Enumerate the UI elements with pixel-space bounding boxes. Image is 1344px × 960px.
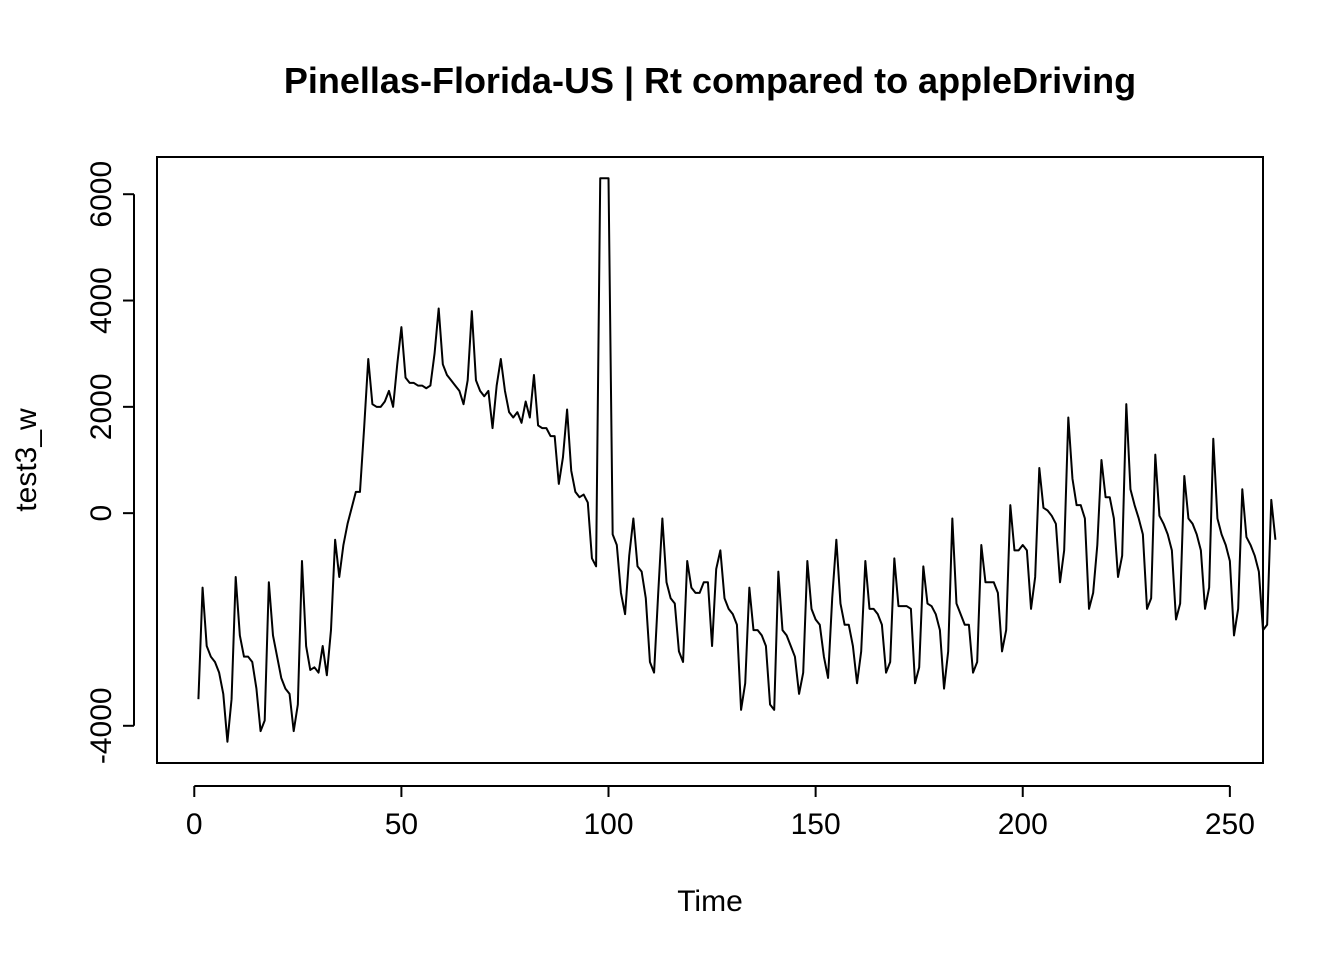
y-tick-label: -4000	[85, 687, 118, 764]
chart-title: Pinellas-Florida-US | Rt compared to app…	[284, 60, 1136, 102]
x-tick-label: 50	[385, 808, 418, 841]
y-tick-label: 6000	[85, 161, 118, 228]
x-tick-label: 100	[583, 808, 633, 841]
y-axis-label: test3_w	[10, 408, 43, 512]
x-tick-label: 200	[998, 808, 1048, 841]
x-axis-label: Time	[677, 885, 743, 918]
plot-frame	[156, 156, 1264, 764]
x-tick-label: 0	[186, 808, 203, 841]
y-tick-label: 4000	[85, 267, 118, 334]
y-tick-label: 0	[85, 505, 118, 522]
series-line	[197, 177, 1277, 743]
y-axis: -4000 0 2000 4000 6000	[85, 161, 135, 764]
x-axis: 0 50 100 150 200 250	[186, 785, 1255, 841]
x-tick-label: 250	[1205, 808, 1255, 841]
y-tick-label: 2000	[85, 373, 118, 440]
x-tick-label: 150	[791, 808, 841, 841]
